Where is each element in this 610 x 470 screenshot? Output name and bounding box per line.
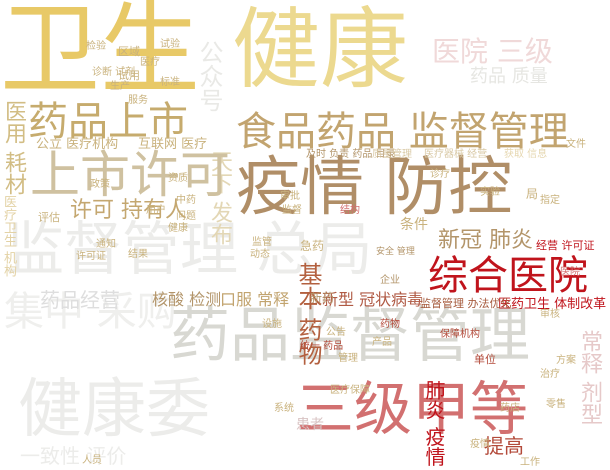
word-yiyuan-sanji: 医院 三级 xyxy=(432,35,553,68)
word-jiankang-wei: 健康委 xyxy=(18,373,210,447)
word-shenpi: 审批 xyxy=(280,191,300,202)
word-yaopin-jingying: 药品经营 xyxy=(40,288,120,312)
word-weisheng: 卫生 xyxy=(0,0,200,108)
word-qiye: 企业 xyxy=(380,275,400,286)
word-zhengce: 政策 xyxy=(90,179,110,190)
word-tongzhi: 通知 xyxy=(96,239,116,250)
word-huanzhe: 患者 xyxy=(296,417,324,433)
word-huoqu: 获取 信息 xyxy=(504,149,548,160)
word-yiqing-fangkong: 疫情 防控 xyxy=(236,151,513,225)
word-fuwu: 服务 xyxy=(128,95,148,106)
word-zizhi: 资质 xyxy=(168,173,188,184)
word-jiandu-banfa: 监督管理 办法优化 xyxy=(420,297,512,310)
word-yaopin-zhiliang: 药品 质量 xyxy=(470,66,548,87)
word-yiyao-weisheng-tizhi: 医药卫生 体制改革 xyxy=(498,297,607,312)
word-zhiding: 指定 xyxy=(540,195,560,206)
word-sanji-jiadeng: 三级甲等 xyxy=(296,375,529,443)
word-tianxia-fabu: 天下 发布 xyxy=(207,150,232,245)
word-shipin-yaopin-jiandu: 食品药品 监督管理 xyxy=(236,109,569,155)
word-anquan: 安全 管理 xyxy=(376,247,415,257)
word-zhenliao: 诊疗 xyxy=(430,169,450,180)
word-yiyuan: 医院 xyxy=(560,267,580,278)
word-xinxing-guanzhuang: 新型 冠状病毒 xyxy=(322,290,424,309)
word-jiandu: 监督 xyxy=(282,205,302,216)
word-shangshi-xuke: 上市许可 xyxy=(30,146,230,204)
word-xitong: 系统 xyxy=(274,403,294,414)
word-lingshou: 零售 xyxy=(546,399,566,410)
word-yiyong-haocai: 医用 耗材 xyxy=(1,100,26,195)
word-jiyao: 急药 xyxy=(300,239,325,253)
word-jishi-fuze: 及时 负责 药品 目录 xyxy=(306,149,396,160)
word-shiyong: 试用 xyxy=(118,69,140,82)
word-pinggu: 评估 xyxy=(38,211,60,224)
word-xinyao: 新药 xyxy=(310,291,335,305)
word-wenjian: 文件 xyxy=(566,139,586,150)
word-changshi-jixing: 常释 剂型 xyxy=(577,330,602,425)
word-tigao: 提高 xyxy=(484,434,524,458)
word-yaodian: 药店 xyxy=(500,403,520,414)
word-jiben-yaowu: 基本 药物 xyxy=(294,262,322,366)
word-feiyan-yiqing: 肺炎 疫情 xyxy=(422,380,446,467)
word-yonghu: 用户 xyxy=(146,205,166,216)
word-baozhang: 保障 xyxy=(440,329,460,340)
word-zhiliang-guanli: 质量管理 xyxy=(372,149,412,160)
word-yaowu: 药物 xyxy=(380,319,400,330)
word-wenti: 问题 xyxy=(176,211,196,222)
word-zhenduan-shiji: 诊断 试剂 xyxy=(92,67,136,78)
word-shiyan: 试验 xyxy=(160,39,180,50)
word-zonghe-yiyuan: 综合医院 xyxy=(428,253,588,299)
word-tiaojian: 条件 xyxy=(400,217,428,233)
word-renyuan: 人员 xyxy=(82,455,102,466)
word-jianyan: 检验 xyxy=(86,41,106,52)
word-guanli: 管理 xyxy=(338,353,358,364)
word-ju: 局 xyxy=(526,187,539,201)
word-quyu: 区域 xyxy=(118,45,140,58)
word-yaopin-shangshi: 药品上市 xyxy=(28,99,188,145)
word-jianguan: 监管 xyxy=(252,237,272,248)
word-shengchan: 生产 xyxy=(110,81,130,92)
word-tongyi: 统一 药品 xyxy=(300,341,344,352)
word-danwei: 单位 xyxy=(474,353,496,366)
word-biaozhun: 标准 xyxy=(160,77,180,88)
word-gongzuo: 工作 xyxy=(520,457,540,468)
word-chanpin: 产品 xyxy=(372,337,392,348)
word-weisheng-jiankang: 医疗卫生 机构 xyxy=(1,195,16,278)
word-jiandu-guanli-zongju: 监督管理 总局 xyxy=(6,215,373,283)
word-jiankang: 健康 xyxy=(232,0,409,101)
word-xuke-chiyouren: 许可 持有人 xyxy=(70,198,187,223)
word-gonggong-yiliao: 公立 医疗机构 xyxy=(36,137,119,152)
word-xukezheng: 许可证 xyxy=(76,251,106,262)
word-jiankang2: 健康 xyxy=(168,223,188,234)
word-hesuan-jiance: 核酸 检测 xyxy=(152,290,222,309)
word-yiqing2: 疫情 xyxy=(470,439,490,450)
word-shenhe: 审核 xyxy=(540,309,560,320)
word-jizhong-caigou: 集中 采购 xyxy=(4,289,177,335)
word-jieguo: 结果 xyxy=(128,249,148,260)
word-jiegou: 结构 xyxy=(340,205,360,216)
word-zhongyao: 中药 xyxy=(176,195,196,206)
word-yizhixing-pingjia: 一致性 评价 xyxy=(20,444,127,468)
word-jigou: 机构 xyxy=(460,329,480,340)
word-hulianwang-yiliao: 互联网 医疗 xyxy=(138,137,208,152)
word-yiyao-zhenduan: 医疗器械 经营 xyxy=(424,149,488,160)
word-dongtai: 动态 xyxy=(250,249,270,260)
word-yaopin-jiandu-guanli: 药品监督管理 xyxy=(170,301,530,371)
word-koufu-changshi: 口服 常释 xyxy=(220,290,290,309)
word-gonghao: 公众号 xyxy=(195,40,223,112)
word-zhiliao: 治疗 xyxy=(540,369,560,380)
word-xinguan-feiyan: 新冠 肺炎 xyxy=(438,228,533,253)
word-shiyan2: 实验 xyxy=(480,187,500,198)
word-fangan: 方案 xyxy=(556,355,576,366)
word-gonggao: 公告 xyxy=(326,327,346,338)
word-yiliao: 医疗 xyxy=(140,57,160,68)
word-jingying-xukezheng: 经营 许可证 xyxy=(536,239,595,252)
word-sheshi: 设施 xyxy=(262,319,282,330)
word-yiliao-baozhang: 医疗保障 xyxy=(330,385,370,396)
